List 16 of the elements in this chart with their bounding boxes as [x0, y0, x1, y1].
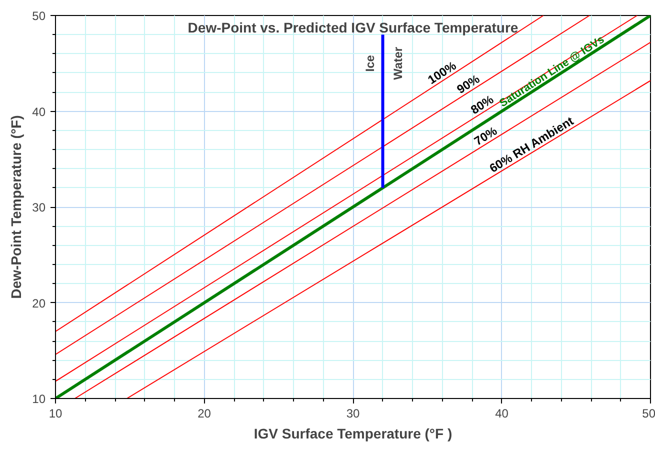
x-tick-label: 30 [346, 406, 360, 420]
x-tick-label: 40 [495, 406, 509, 420]
y-tick-label: 20 [32, 296, 46, 310]
annotation: Water [390, 46, 405, 80]
x-tick-label: 20 [198, 406, 212, 420]
x-axis-title: IGV Surface Temperature (°F ) [254, 426, 452, 442]
y-tick-label: 30 [32, 200, 46, 214]
y-axis-title: Dew-Point Temperature (°F) [8, 115, 24, 299]
chart-title: Dew-Point vs. Predicted IGV Surface Temperature [188, 20, 518, 36]
text: 70% [472, 124, 500, 148]
x-tick-label: 10 [48, 406, 62, 420]
annotation: Ice [362, 54, 377, 72]
y-tick-label: 10 [32, 392, 46, 406]
y-tick-label: 50 [32, 9, 46, 23]
x-tick-label: 50 [642, 406, 655, 420]
y-tick-label: 40 [32, 104, 46, 119]
